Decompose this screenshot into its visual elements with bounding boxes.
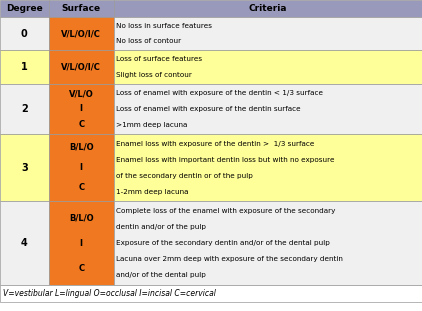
Text: I: I xyxy=(80,163,83,172)
Text: Exposure of the secondary dentin and/or of the dental pulp: Exposure of the secondary dentin and/or … xyxy=(116,240,330,246)
Text: and/or of the dental pulp: and/or of the dental pulp xyxy=(116,272,206,278)
Bar xyxy=(0,17,49,50)
Text: I: I xyxy=(80,239,83,248)
Text: Enamel loss with exposure of the dentin >  1/3 surface: Enamel loss with exposure of the dentin … xyxy=(116,141,315,147)
Text: 4: 4 xyxy=(21,238,27,248)
Text: Slight loss of contour: Slight loss of contour xyxy=(116,72,192,78)
Text: V/L/O/I/C: V/L/O/I/C xyxy=(61,63,101,72)
Text: 2: 2 xyxy=(21,104,27,114)
Text: B/L/O: B/L/O xyxy=(69,143,94,152)
Bar xyxy=(49,0,114,17)
Bar xyxy=(49,201,114,285)
Text: No loss of contour: No loss of contour xyxy=(116,38,181,44)
Text: I: I xyxy=(80,104,83,114)
Text: Loss of enamel with exposure of the dentin < 1/3 surface: Loss of enamel with exposure of the dent… xyxy=(116,90,324,96)
Text: Lacuna over 2mm deep with exposure of the secondary dentin: Lacuna over 2mm deep with exposure of th… xyxy=(116,256,344,262)
Text: 1: 1 xyxy=(21,62,27,72)
Text: V/L/O: V/L/O xyxy=(69,89,94,98)
Bar xyxy=(0,0,49,17)
Text: C: C xyxy=(78,264,84,273)
Text: of the secondary dentin or of the pulp: of the secondary dentin or of the pulp xyxy=(116,173,253,179)
Bar xyxy=(0,285,422,302)
Bar xyxy=(114,84,422,134)
Text: Enamel loss with important dentin loss but with no exposure: Enamel loss with important dentin loss b… xyxy=(116,157,335,163)
Text: C: C xyxy=(78,119,84,128)
Text: V=vestibular L=lingual O=occlusal I=incisal C=cervical: V=vestibular L=lingual O=occlusal I=inci… xyxy=(3,289,215,298)
Bar xyxy=(114,201,422,285)
Bar xyxy=(0,134,49,201)
Text: Degree: Degree xyxy=(6,4,43,13)
Text: dentin and/or of the pulp: dentin and/or of the pulp xyxy=(116,224,206,230)
Text: B/L/O: B/L/O xyxy=(69,213,94,222)
Bar xyxy=(0,84,49,134)
Text: Criteria: Criteria xyxy=(249,4,287,13)
Bar xyxy=(114,17,422,50)
Bar xyxy=(49,50,114,84)
Text: 0: 0 xyxy=(21,29,27,39)
Text: 1-2mm deep lacuna: 1-2mm deep lacuna xyxy=(116,188,189,195)
Text: Surface: Surface xyxy=(62,4,101,13)
Bar xyxy=(0,50,49,84)
Bar xyxy=(114,134,422,201)
Bar xyxy=(49,134,114,201)
Bar xyxy=(114,50,422,84)
Text: Complete loss of the enamel with exposure of the secondary: Complete loss of the enamel with exposur… xyxy=(116,208,336,214)
Text: 3: 3 xyxy=(21,163,27,173)
Text: C: C xyxy=(78,183,84,192)
Bar xyxy=(49,84,114,134)
Bar xyxy=(0,201,49,285)
Text: Loss of enamel with exposure of the dentin surface: Loss of enamel with exposure of the dent… xyxy=(116,106,301,112)
Text: Loss of surface features: Loss of surface features xyxy=(116,56,203,63)
Text: No loss in surface features: No loss in surface features xyxy=(116,23,212,29)
Text: V/L/O/I/C: V/L/O/I/C xyxy=(61,29,101,38)
Bar xyxy=(49,17,114,50)
Bar xyxy=(114,0,422,17)
Text: >1mm deep lacuna: >1mm deep lacuna xyxy=(116,122,188,128)
